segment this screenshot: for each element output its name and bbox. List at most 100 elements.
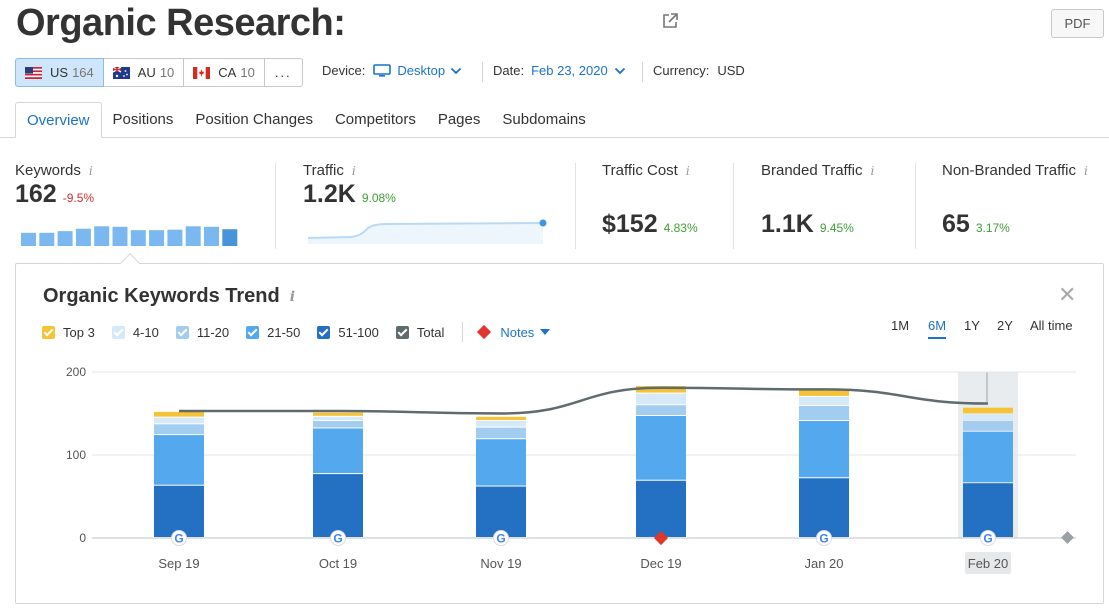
- metric-non-branded-traffic[interactable]: Non-Branded Traffic i 65 3.17%: [942, 162, 1088, 239]
- metric-change: 3.17%: [975, 221, 1010, 235]
- mini-bar: [57, 231, 73, 246]
- period-1m[interactable]: 1M: [891, 318, 910, 333]
- x-tick-label: Jan 20: [804, 556, 843, 571]
- legend-label: 11-20: [196, 324, 230, 340]
- legend-item-51-100[interactable]: 51-100: [317, 325, 379, 340]
- total-line[interactable]: [179, 386, 989, 415]
- bar-segment[interactable]: [476, 427, 526, 439]
- y-tick-label: 0: [79, 531, 86, 545]
- bar-segment[interactable]: [799, 389, 849, 396]
- external-link-icon[interactable]: [661, 12, 679, 30]
- mini-bar: [94, 226, 110, 246]
- bar-segment[interactable]: [154, 424, 204, 435]
- bar-segment[interactable]: [799, 406, 849, 420]
- tab-pages[interactable]: Pages: [437, 111, 481, 128]
- legend-label: Total: [416, 324, 445, 340]
- legend-item-total[interactable]: Total: [395, 324, 445, 340]
- device-filter[interactable]: Device: Desktop: [322, 63, 462, 78]
- bar-segment[interactable]: [636, 480, 686, 537]
- bar-segment[interactable]: [476, 486, 526, 537]
- tab-subdomains[interactable]: Subdomains: [502, 111, 586, 128]
- checkbox-icon[interactable]: [317, 325, 331, 339]
- bar-segment[interactable]: [799, 420, 849, 478]
- bar-segment[interactable]: [154, 417, 204, 424]
- info-icon[interactable]: i: [88, 163, 93, 178]
- date-filter[interactable]: Date: Feb 23, 2020: [493, 63, 626, 78]
- database-tab-us[interactable]: US 164: [15, 58, 104, 87]
- close-icon[interactable]: ✕: [1058, 282, 1077, 307]
- timeline-end-marker-icon[interactable]: [1061, 531, 1074, 544]
- mini-bar: [222, 229, 238, 246]
- notes-dropdown[interactable]: Notes: [477, 324, 551, 340]
- more-databases-button[interactable]: ...: [263, 58, 303, 87]
- tab-positions[interactable]: Positions: [112, 111, 174, 128]
- bar-segment[interactable]: [476, 416, 526, 420]
- legend-item-top3[interactable]: Top 3: [42, 325, 95, 340]
- checkbox-icon[interactable]: [42, 325, 55, 339]
- bar-segment[interactable]: [476, 420, 526, 427]
- trend-title-text: Organic Keywords Trend: [43, 285, 280, 307]
- x-tick-highlight: [965, 552, 1011, 574]
- chart-legend: Top 3 4-10 11-20 21-50 51-100 Total Note…: [42, 322, 551, 342]
- bar-segment[interactable]: [636, 415, 686, 480]
- metric-traffic-cost[interactable]: Traffic Cost i $152 4.83%: [602, 162, 698, 239]
- info-icon[interactable]: i: [1083, 163, 1088, 178]
- note-marker-icon[interactable]: [653, 530, 669, 546]
- google-update-icon[interactable]: G: [980, 530, 996, 546]
- period-2y[interactable]: 2Y: [997, 318, 1013, 333]
- pdf-export-button[interactable]: PDF: [1051, 9, 1104, 38]
- bar-segment[interactable]: [799, 396, 849, 406]
- keywords-mini-bar-chart: [21, 226, 238, 246]
- bar-segment[interactable]: [963, 414, 1013, 420]
- database-tab-au[interactable]: AU 10: [102, 58, 185, 87]
- ca-flag-icon: [193, 66, 211, 79]
- legend-item-4-10[interactable]: 4-10: [111, 325, 159, 340]
- info-icon[interactable]: i: [870, 163, 875, 178]
- period-6m[interactable]: 6M: [928, 318, 947, 339]
- google-update-icon[interactable]: G: [171, 530, 187, 546]
- checkbox-icon[interactable]: [246, 325, 260, 339]
- google-update-icon[interactable]: G: [816, 530, 832, 546]
- notes-label: Notes: [500, 324, 535, 340]
- checkbox-icon[interactable]: [175, 325, 189, 339]
- metric-traffic[interactable]: Traffic i 1.2K 9.08%: [303, 162, 396, 209]
- legend-item-21-50[interactable]: 21-50: [246, 325, 300, 340]
- legend-item-11-20[interactable]: 11-20: [175, 324, 230, 340]
- metric-branded-traffic[interactable]: Branded Traffic i 1.1K 9.45%: [761, 162, 874, 239]
- bar-segment[interactable]: [313, 412, 363, 416]
- bar-segment[interactable]: [636, 405, 686, 415]
- bar-segment[interactable]: [963, 420, 1013, 431]
- bar-segment[interactable]: [313, 474, 363, 537]
- tab-overview[interactable]: Overview: [15, 102, 102, 138]
- checkbox-icon[interactable]: [395, 325, 409, 339]
- bar-segment[interactable]: [636, 393, 686, 405]
- info-icon[interactable]: i: [289, 288, 296, 305]
- bar-segment[interactable]: [154, 485, 204, 537]
- bar-segment[interactable]: [313, 416, 363, 420]
- bar-segment[interactable]: [799, 478, 849, 537]
- tab-position-changes[interactable]: Position Changes: [195, 111, 313, 128]
- bar-segment[interactable]: [313, 420, 363, 428]
- device-label: Device:: [322, 63, 366, 78]
- tab-competitors[interactable]: Competitors: [334, 111, 416, 128]
- metric-keywords[interactable]: Keywords i 162 -9.5%: [15, 162, 94, 209]
- y-tick-label: 200: [66, 365, 86, 379]
- google-update-icon[interactable]: G: [330, 530, 346, 546]
- bar-segment[interactable]: [963, 407, 1013, 414]
- bar-segment[interactable]: [476, 439, 526, 486]
- checkbox-icon[interactable]: [111, 325, 125, 339]
- bar-segment[interactable]: [963, 483, 1013, 537]
- period-1y[interactable]: 1Y: [964, 318, 980, 333]
- bar-segment[interactable]: [963, 431, 1013, 483]
- info-icon[interactable]: i: [351, 163, 356, 178]
- metric-label: Non-Branded Traffic: [942, 162, 1076, 179]
- info-icon[interactable]: i: [685, 163, 690, 178]
- bar-segment[interactable]: [636, 386, 686, 393]
- metric-change: 9.08%: [361, 191, 396, 205]
- google-update-icon[interactable]: G: [493, 530, 509, 546]
- bar-segment[interactable]: [154, 435, 204, 485]
- database-tab-ca[interactable]: CA 10: [183, 58, 265, 87]
- bar-segment[interactable]: [313, 428, 363, 474]
- period-all-time[interactable]: All time: [1030, 318, 1073, 333]
- bar-segment[interactable]: [154, 411, 204, 417]
